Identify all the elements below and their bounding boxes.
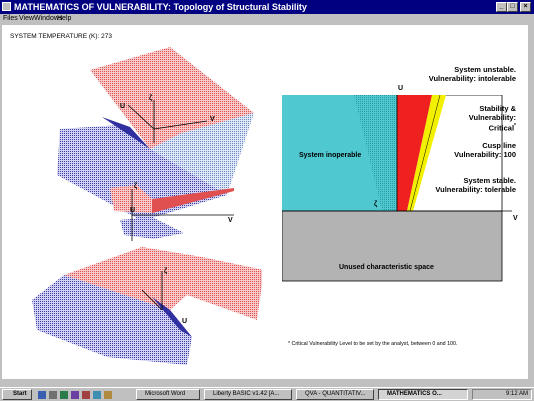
app-icon-3[interactable] [82,391,90,399]
app-icon-1[interactable] [60,391,68,399]
app-icon-2[interactable] [71,391,79,399]
menu-bar: Files View Windows Help [0,14,534,24]
top-zeta-label: ζ [149,95,153,102]
desktop-icon[interactable] [38,391,46,399]
client-area: SYSTEM TEMPERATURE (K): 273 [2,25,528,379]
app-icon-4[interactable] [93,391,101,399]
stable-label: System stable. Vulnerability: tolerable [435,176,516,194]
menu-windows[interactable]: Windows [34,15,63,22]
folder-icon[interactable] [49,391,57,399]
taskbar: Start Microsoft Word Liberty BASIC v1.42… [0,387,534,401]
start-label: Start [13,391,27,397]
unstable-label: System unstable. Vulnerability: intolera… [428,65,516,83]
u-axis-label: U [398,85,404,92]
system-tray: 9:12 AM [472,389,532,400]
clock[interactable]: 9:12 AM [505,391,528,397]
stability-diagram [282,95,512,282]
maximize-button[interactable]: □ [507,2,518,12]
taskbar-item-mathematics[interactable]: MATHEMATICS O... [378,389,468,400]
bottom-surface [32,247,262,365]
quick-launch-icons [36,390,131,400]
system-temperature: SYSTEM TEMPERATURE (K): 273 [10,33,112,40]
middle-u-label: U [130,207,136,214]
middle-v-label: V [228,217,233,224]
top-v-label: V [210,116,215,123]
close-button[interactable]: × [520,2,531,12]
diagram-zeta-label: ζ [374,201,378,208]
taskbar-item-word[interactable]: Microsoft Word [136,389,200,400]
transition-region [354,95,397,211]
v-axis-label: V [513,215,518,222]
bottom-zeta-label: ζ [164,268,168,275]
unstable-region [397,95,432,211]
top-u-label: U [120,103,126,110]
minimize-button[interactable]: _ [496,2,507,12]
critical-region [407,95,446,211]
inoperable-label: System inoperable [299,152,362,159]
top-surface [57,47,254,221]
app-icon-5[interactable] [104,391,112,399]
menu-files[interactable]: Files [3,15,18,22]
unused-label: Unused characteristic space [339,264,434,271]
footnote: * Critical Vulnerability Level to be set… [288,341,458,347]
bottom-u-label: U [182,318,188,325]
critical-label: Stability & Vulnerability: Critical* [468,104,516,133]
cusp-label: Cusp line Vulnerability: 100 [454,141,516,159]
middle-surface [110,185,234,241]
window-title: MATHEMATICS OF VULNERABILITY: Topology o… [14,2,307,12]
menu-help[interactable]: Help [57,15,72,22]
cusp-line [409,95,441,212]
start-button[interactable]: Start [2,389,32,400]
unused-region [282,210,503,282]
taskbar-item-liberty-basic[interactable]: Liberty BASIC v1.42 [A... [204,389,292,400]
menu-view[interactable]: View [19,15,35,22]
surface-plots [32,47,262,365]
taskbar-item-qva[interactable]: QVA - QUANTITATIV... [296,389,374,400]
middle-zeta-label: ζ [134,183,138,190]
app-icon [2,2,11,11]
title-bar: MATHEMATICS OF VULNERABILITY: Topology o… [0,0,534,14]
